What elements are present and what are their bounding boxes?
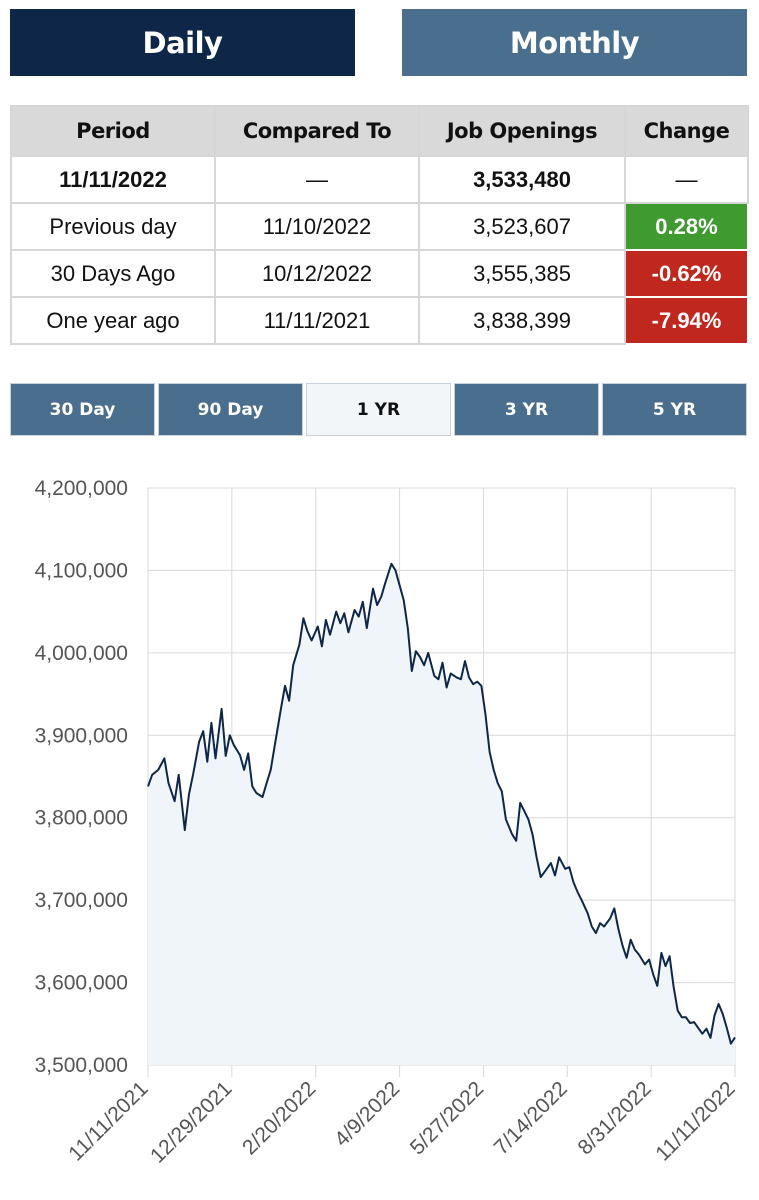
x-tick-label: 11/11/2021 <box>64 1077 152 1165</box>
period-cell: 11/11/2022 <box>10 155 216 204</box>
job-openings-chart: 3,500,000 3,600,000 3,700,000 3,800,000 3,90… <box>35 477 740 1168</box>
range-tab-5-yr[interactable]: 5 YR <box>602 383 747 436</box>
y-tick-label: 4,200,000 <box>35 477 128 500</box>
change-cell: — <box>624 155 749 204</box>
monthly-tab[interactable]: Monthly <box>402 9 747 76</box>
series-line <box>147 562 736 1045</box>
job-openings-cell: 3,523,607 <box>418 202 626 251</box>
y-tick-label: 4,100,000 <box>35 559 128 582</box>
compared-to-cell: — <box>214 155 420 204</box>
compared-to-cell: 10/12/2022 <box>214 249 420 298</box>
y-tick-label: 3,900,000 <box>35 724 128 747</box>
x-tick-label: 11/11/2022 <box>651 1077 739 1165</box>
x-tick-label: 2/20/2022 <box>238 1077 320 1159</box>
job-openings-cell: 3,838,399 <box>418 296 626 345</box>
range-selector: 30 Day 90 Day 1 YR 3 YR 5 YR <box>10 383 747 436</box>
x-tick-label: 12/29/2021 <box>146 1077 237 1168</box>
daily-tab[interactable]: Daily <box>10 9 355 76</box>
job-openings-table: Period Compared To Job Openings Change 1… <box>10 105 749 345</box>
compared-to-cell: 11/10/2022 <box>214 202 420 251</box>
y-tick-label: 3,700,000 <box>35 889 128 912</box>
table-row: Previous day 11/10/2022 3,523,607 0.28% <box>10 202 749 251</box>
y-tick-label: 3,800,000 <box>35 807 128 830</box>
range-tab-90-day[interactable]: 90 Day <box>158 383 303 436</box>
table-row: 11/11/2022 — 3,533,480 — <box>10 155 749 204</box>
change-positive-cell: 0.28% <box>624 202 749 251</box>
table-row: One year ago 11/11/2021 3,838,399 -7.94% <box>10 296 749 345</box>
header-compared-to: Compared To <box>214 105 420 157</box>
x-tick-label: 7/14/2022 <box>490 1077 572 1159</box>
job-openings-cell: 3,533,480 <box>418 155 626 204</box>
header-change: Change <box>624 105 749 157</box>
range-tab-3-yr[interactable]: 3 YR <box>454 383 599 436</box>
y-tick-label: 3,500,000 <box>35 1054 128 1077</box>
y-tick-label: 4,000,000 <box>35 642 128 665</box>
change-negative-cell: -7.94% <box>624 296 749 345</box>
range-tab-30-day[interactable]: 30 Day <box>10 383 155 436</box>
view-toggle: Daily Monthly <box>10 9 747 76</box>
compared-to-cell: 11/11/2021 <box>214 296 420 345</box>
x-tick-label: 4/9/2022 <box>330 1077 404 1151</box>
range-tab-1-yr[interactable]: 1 YR <box>306 383 451 436</box>
series-area <box>148 563 735 1065</box>
header-period: Period <box>10 105 216 157</box>
x-tick-label: 5/27/2022 <box>406 1077 488 1159</box>
table-row: 30 Days Ago 10/12/2022 3,555,385 -0.62% <box>10 249 749 298</box>
table-header-row: Period Compared To Job Openings Change <box>10 105 749 157</box>
change-negative-cell: -0.62% <box>624 249 749 298</box>
x-tick-label: 8/31/2022 <box>574 1077 656 1159</box>
period-cell: Previous day <box>10 202 216 251</box>
header-job-openings: Job Openings <box>418 105 626 157</box>
period-cell: 30 Days Ago <box>10 249 216 298</box>
period-cell: One year ago <box>10 296 216 345</box>
y-tick-label: 3,600,000 <box>35 972 128 995</box>
job-openings-cell: 3,555,385 <box>418 249 626 298</box>
